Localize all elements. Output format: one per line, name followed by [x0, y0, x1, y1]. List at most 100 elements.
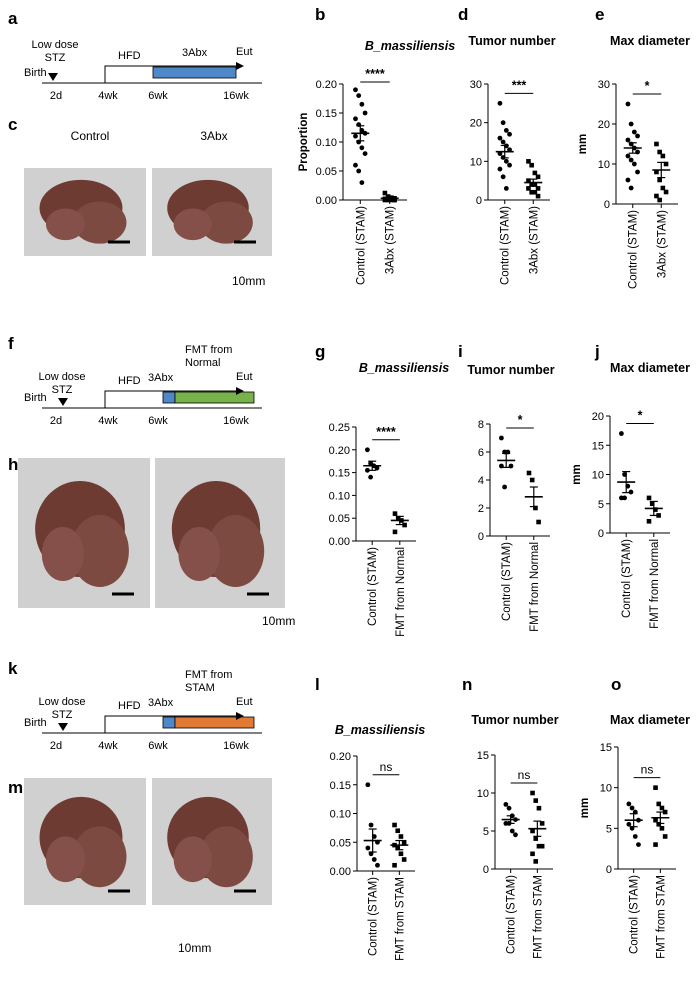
y-tick-label: 5 [483, 826, 489, 838]
data-point [359, 145, 365, 151]
panel-label: m [8, 778, 23, 797]
birth-label: Birth [24, 717, 47, 729]
data-point [625, 153, 631, 159]
chart-title: B_massiliensis [365, 39, 455, 53]
y-tick-label: 0.15 [316, 108, 337, 120]
abx-bar [162, 716, 176, 729]
liver-lobe [200, 826, 253, 888]
series-2 [652, 141, 671, 203]
data-point [382, 197, 388, 203]
liver-lobe [207, 515, 265, 587]
data-point [662, 809, 668, 815]
series-2 [644, 495, 663, 524]
data-point [497, 166, 503, 172]
data-point [509, 828, 515, 834]
panel-label: n [462, 675, 472, 694]
x-tick-label: FMT from STAM [532, 875, 544, 959]
liver-lobe [173, 208, 212, 241]
series-1 [363, 782, 382, 868]
timeline-tick: 2d [50, 740, 62, 752]
liver-photo-right [152, 778, 272, 905]
significance-label: *** [512, 78, 527, 92]
arrow-head-icon [236, 387, 244, 395]
fmt-bar [174, 391, 255, 404]
liver-photo-left [18, 458, 150, 608]
y-tick-label: 10 [600, 783, 612, 795]
fmt-label: STAM [185, 682, 215, 694]
data-point [389, 197, 394, 203]
data-point [365, 782, 371, 788]
y-tick-label: 0.25 [329, 422, 350, 434]
data-point [530, 851, 535, 857]
data-point [628, 489, 634, 495]
photo-panel-c: c Control 3Abx 10mm [8, 115, 272, 288]
data-point [395, 515, 401, 521]
significance-label: * [645, 79, 650, 93]
x-tick-label: FMT from Normal [395, 547, 407, 637]
y-tick-label: 5 [598, 499, 604, 511]
y-tick-label: 0.10 [316, 137, 337, 149]
data-point [536, 843, 542, 849]
y-tick-label: 0.10 [329, 490, 350, 502]
y-axis-label: mm [577, 134, 589, 154]
birth-label: Birth [24, 392, 47, 404]
data-point [362, 151, 368, 157]
data-point [653, 817, 658, 823]
significance-label: * [518, 413, 523, 427]
hfd-bracket [104, 390, 236, 408]
chart-e: e Max diameter 0 10 20 30 mm Control (STAM) 3Abx… [577, 5, 690, 289]
y-tick-label: 4 [478, 475, 484, 487]
data-point [659, 826, 665, 831]
x-tick-label: Control (STAM) [368, 877, 380, 956]
hfd-label: HFD [118, 50, 141, 62]
panel-label: h [8, 455, 18, 474]
arrow-head-icon [236, 62, 244, 70]
data-point [371, 857, 377, 862]
data-point [533, 505, 538, 511]
data-point [654, 169, 659, 175]
data-point [625, 137, 631, 143]
data-point [631, 129, 637, 135]
data-point [529, 182, 534, 187]
panel-label: d [458, 5, 468, 24]
x-tick-label: Control (STAM) [506, 875, 518, 954]
data-point [535, 174, 541, 180]
fmt-label: FMT from [185, 669, 232, 681]
data-point [628, 185, 634, 191]
data-point [356, 93, 362, 98]
data-point [503, 158, 509, 164]
photo-caption-right: 3Abx [200, 129, 227, 143]
data-point [365, 447, 370, 453]
fmt-label: Normal [185, 357, 220, 369]
data-point [626, 801, 632, 807]
data-point [365, 467, 370, 473]
panel-label: g [315, 342, 325, 361]
data-point [632, 834, 638, 839]
x-tick-label: Control (STAM) [621, 539, 633, 618]
y-tick-label: 0.00 [330, 866, 351, 878]
eut-label: Eut [236, 371, 253, 383]
data-point [539, 843, 545, 849]
data-point [646, 495, 652, 501]
data-point [368, 474, 373, 480]
chart-title: Tumor number [471, 713, 558, 727]
data-point [529, 189, 534, 195]
series-1 [623, 101, 642, 191]
series-1 [501, 802, 520, 838]
photo-panel-m: mControlFMT from STAM10mm [8, 778, 272, 955]
x-tick-label: FMT from Normal [649, 539, 661, 629]
data-point [535, 193, 541, 199]
x-tick-label: 3Abx (STAM) [528, 206, 540, 274]
y-tick-label: 2 [478, 503, 484, 515]
scale-label: 10mm [178, 941, 211, 955]
series-1 [495, 100, 514, 191]
triangle-marker-icon [58, 398, 68, 406]
x-tick-label: 3Abx (STAM) [385, 206, 397, 274]
data-point [398, 834, 404, 839]
data-point [536, 805, 542, 811]
x-tick-label: Control (STAM) [367, 547, 379, 626]
chart-g: g B_massiliensis 0.00 0.05 0.10 0.15 0.20 0.25 C… [315, 342, 449, 637]
series-1 [624, 801, 643, 847]
timeline-tick: 16wk [223, 415, 249, 427]
